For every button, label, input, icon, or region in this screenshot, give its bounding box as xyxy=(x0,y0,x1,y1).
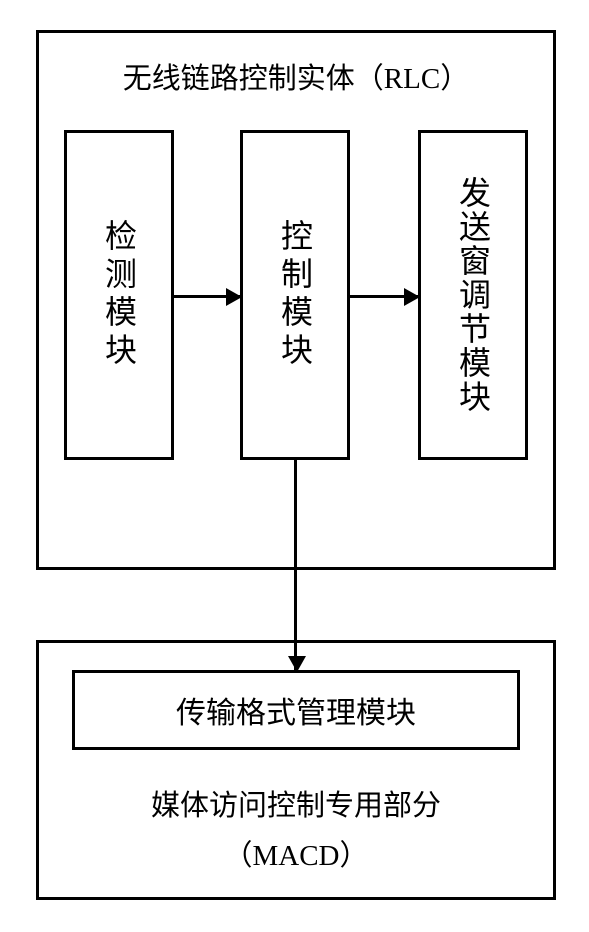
detect-module: 检测模块 xyxy=(64,130,174,460)
macd-title-line1: 媒体访问控制专用部分 xyxy=(36,782,556,824)
transmission-format-module: 传输格式管理模块 xyxy=(72,670,520,750)
sendwin-module-label: 发送窗调节模块 xyxy=(450,176,496,414)
transmission-format-module-label: 传输格式管理模块 xyxy=(176,688,416,732)
control-module-label: 控制模块 xyxy=(272,219,318,371)
diagram-canvas: 无线链路控制实体（RLC） 检测模块 控制模块 发送窗调节模块 传输格式管理模块… xyxy=(0,0,589,932)
arrow-detect-to-control xyxy=(174,295,240,298)
detect-module-label: 检测模块 xyxy=(96,219,142,371)
macd-title-line2: （MACD） xyxy=(36,832,556,874)
rlc-title: 无线链路控制实体（RLC） xyxy=(36,55,556,97)
sendwin-module: 发送窗调节模块 xyxy=(418,130,528,460)
arrow-control-to-sendwin xyxy=(350,295,418,298)
control-module: 控制模块 xyxy=(240,130,350,460)
arrow-control-to-macd xyxy=(294,460,297,670)
